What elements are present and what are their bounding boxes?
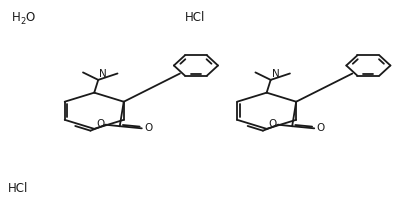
Text: O: O — [269, 119, 277, 129]
Text: N: N — [272, 69, 279, 79]
Text: O: O — [96, 119, 105, 129]
Text: O: O — [317, 123, 325, 133]
Text: O: O — [25, 12, 34, 24]
Text: 2: 2 — [21, 17, 26, 26]
Text: HCl: HCl — [8, 182, 28, 195]
Text: H: H — [12, 12, 21, 24]
Text: O: O — [144, 123, 152, 133]
Text: N: N — [99, 69, 107, 79]
Text: HCl: HCl — [184, 12, 205, 24]
